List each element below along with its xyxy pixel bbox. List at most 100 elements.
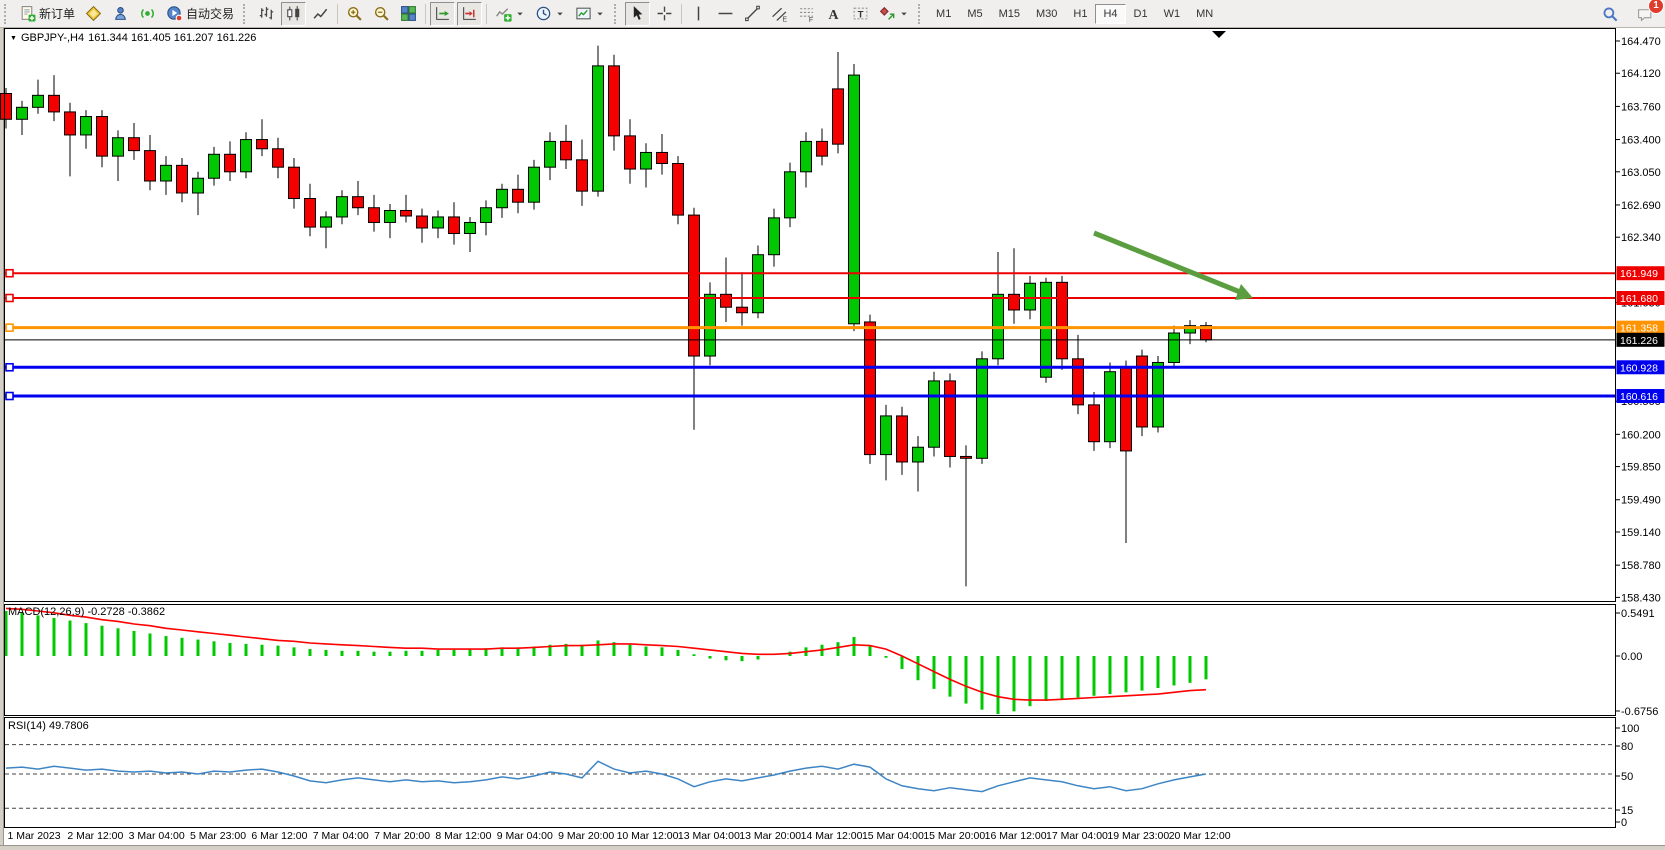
candle-body[interactable] <box>320 216 332 228</box>
candle-body[interactable] <box>736 306 748 314</box>
candle-body[interactable] <box>80 116 92 136</box>
text-label-button[interactable]: T <box>848 2 873 26</box>
fibonacci-button[interactable]: F <box>794 2 819 26</box>
candle-body[interactable] <box>192 177 204 194</box>
candle-body[interactable] <box>448 216 460 235</box>
line-anchor-handle[interactable] <box>5 323 14 332</box>
periods-button[interactable] <box>531 2 569 26</box>
timeframe-m1[interactable]: M1 <box>936 7 952 20</box>
candle-body[interactable] <box>784 171 796 219</box>
market-watch-button[interactable] <box>81 2 106 26</box>
candle-body[interactable] <box>464 221 476 235</box>
candle-body[interactable] <box>496 188 508 209</box>
candlestick-chart-button[interactable] <box>281 1 307 26</box>
candle-body[interactable] <box>688 214 700 357</box>
data-window-button[interactable] <box>108 2 133 26</box>
candle-body[interactable] <box>368 207 380 223</box>
line-anchor-handle[interactable] <box>5 268 14 278</box>
arrows-button[interactable] <box>875 2 913 26</box>
candle-body[interactable] <box>256 139 268 150</box>
trend-arrow-annotation[interactable] <box>1093 230 1241 295</box>
candle-body[interactable] <box>608 65 620 137</box>
candle-body[interactable] <box>128 137 140 152</box>
candle-body[interactable] <box>704 293 716 357</box>
candle-body[interactable] <box>224 153 236 173</box>
line-chart-button[interactable] <box>308 2 333 26</box>
candle-body[interactable] <box>384 209 396 223</box>
candle-body[interactable] <box>880 415 892 456</box>
candle-body[interactable] <box>0 92 12 120</box>
candle-body[interactable] <box>160 164 172 182</box>
candle-body[interactable] <box>432 216 444 229</box>
candle-body[interactable] <box>1040 281 1052 378</box>
candle-body[interactable] <box>1168 332 1180 363</box>
timeframe-m5[interactable]: M5 <box>967 7 983 20</box>
candle-body[interactable] <box>656 151 668 165</box>
timeframe-h4[interactable]: H4 <box>1095 3 1126 24</box>
candle-body[interactable] <box>304 198 316 228</box>
candle-body[interactable] <box>96 116 108 157</box>
candle-body[interactable] <box>176 164 188 194</box>
candle-body[interactable] <box>1136 355 1148 428</box>
autotrading-button[interactable]: 自动交易 <box>162 2 238 26</box>
candle-body[interactable] <box>64 111 76 136</box>
candle-body[interactable] <box>1184 325 1196 334</box>
candle-body[interactable] <box>944 380 956 457</box>
auto-scroll-button[interactable] <box>430 1 456 26</box>
candle-body[interactable] <box>480 207 492 223</box>
candle-body[interactable] <box>928 380 940 448</box>
navigator-button[interactable] <box>135 2 160 26</box>
candle-body[interactable] <box>1088 404 1100 443</box>
zoom-out-button[interactable] <box>369 2 394 26</box>
timeframe-h1[interactable]: H1 <box>1073 7 1088 20</box>
candle-body[interactable] <box>848 74 860 325</box>
templates-button[interactable] <box>571 2 609 26</box>
line-anchor-handle[interactable] <box>5 293 14 303</box>
tile-windows-button[interactable] <box>396 2 421 26</box>
candle-body[interactable] <box>752 254 764 314</box>
candle-body[interactable] <box>272 148 284 168</box>
candle-body[interactable] <box>1120 367 1132 452</box>
chart-title-caret-icon[interactable]: ▼ <box>10 34 17 42</box>
vertical-line-button[interactable] <box>686 2 711 26</box>
candle-body[interactable] <box>1056 281 1068 360</box>
candle-body[interactable] <box>768 217 780 256</box>
candle-body[interactable] <box>864 321 876 456</box>
search-button[interactable] <box>1598 2 1623 26</box>
candle-body[interactable] <box>912 446 924 463</box>
candle-body[interactable] <box>1024 282 1036 311</box>
candle-body[interactable] <box>1104 371 1116 443</box>
cursor-button[interactable] <box>625 1 651 26</box>
candle-body[interactable] <box>976 358 988 459</box>
candle-body[interactable] <box>576 159 588 192</box>
timeframe-m30[interactable]: M30 <box>1036 7 1058 20</box>
text-button[interactable]: A <box>821 2 846 26</box>
candle-body[interactable] <box>208 153 220 179</box>
candle-body[interactable] <box>288 166 300 200</box>
chart-shift-button[interactable] <box>457 1 483 26</box>
candle-body[interactable] <box>592 65 604 192</box>
candle-body[interactable] <box>112 137 124 157</box>
candle-body[interactable] <box>352 196 364 209</box>
candle-body[interactable] <box>1072 358 1084 406</box>
candle-body[interactable] <box>800 140 812 173</box>
candle-body[interactable] <box>816 140 828 157</box>
chart-shift-marker-icon[interactable] <box>1212 31 1226 38</box>
candle-body[interactable] <box>48 94 60 113</box>
new-order-button[interactable]: 新订单 <box>15 2 79 26</box>
candle-body[interactable] <box>336 196 348 218</box>
zoom-in-button[interactable] <box>342 2 367 26</box>
candle-body[interactable] <box>832 88 844 145</box>
timeframe-m15[interactable]: M15 <box>998 7 1020 20</box>
timeframe-w1[interactable]: W1 <box>1163 7 1181 20</box>
indicators-button[interactable] <box>491 2 529 26</box>
line-anchor-handle[interactable] <box>5 391 14 401</box>
timeframe-mn[interactable]: MN <box>1196 7 1214 20</box>
candle-body[interactable] <box>32 94 44 108</box>
candle-body[interactable] <box>672 163 684 216</box>
candle-body[interactable] <box>400 209 412 217</box>
candle-body[interactable] <box>960 455 972 459</box>
candle-body[interactable] <box>896 415 908 463</box>
line-anchor-handle[interactable] <box>5 362 14 372</box>
candle-body[interactable] <box>560 140 572 161</box>
